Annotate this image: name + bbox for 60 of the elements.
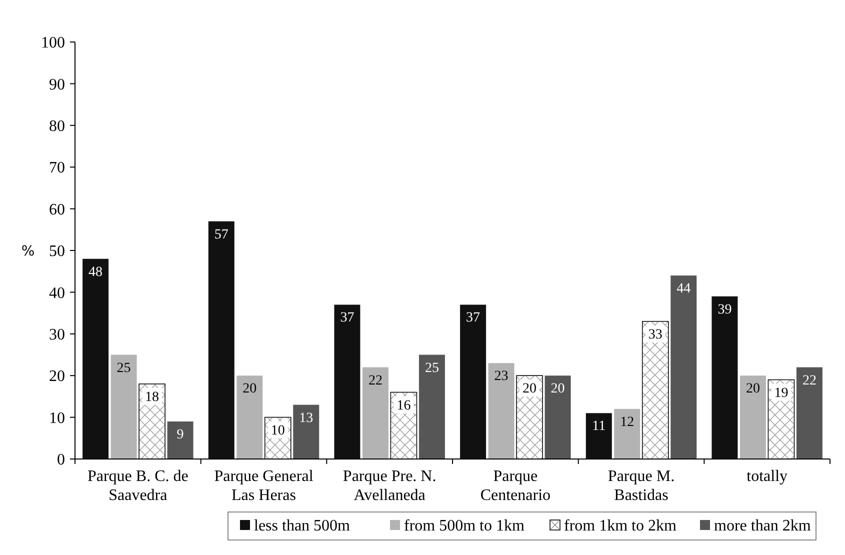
bar — [740, 376, 766, 459]
data-label: 48 — [88, 264, 103, 280]
bar — [334, 304, 360, 459]
data-label: 23 — [494, 369, 508, 384]
bar — [293, 404, 320, 459]
x-tick-label: Parque Pre. N. Avellaneda — [342, 468, 436, 504]
y-tick-label: 20 — [49, 368, 65, 386]
x-tick-label: Parque Centenario — [480, 468, 551, 504]
bar — [488, 363, 514, 459]
legend-label: from 1km to 2km — [564, 518, 677, 535]
data-label: 11 — [592, 419, 606, 434]
data-label: 37 — [466, 310, 480, 326]
y-tick-label: 100 — [41, 34, 65, 52]
legend-label: more than 2km — [714, 518, 812, 535]
data-label: 33 — [648, 327, 662, 342]
data-label: 44 — [676, 282, 691, 297]
y-tick-label: 0 — [57, 452, 65, 469]
data-label: 18 — [145, 390, 160, 405]
x-tick-label: totally — [746, 468, 788, 485]
data-label: 20 — [522, 382, 537, 397]
bar — [208, 221, 234, 459]
legend-label: from 500m to 1km — [404, 518, 525, 535]
data-label: 10 — [270, 423, 285, 438]
data-label: 37 — [340, 310, 354, 326]
legend-label: less than 500m — [254, 518, 351, 535]
data-label: 13 — [299, 410, 314, 426]
data-label: 12 — [620, 414, 634, 430]
data-label: 16 — [396, 398, 411, 414]
data-label: 22 — [368, 373, 382, 388]
bar — [82, 258, 109, 459]
bar — [110, 354, 137, 459]
bar — [586, 413, 612, 459]
y-tick-label: 60 — [49, 201, 65, 218]
y-tick-label: 80 — [49, 118, 65, 135]
y-tick-label: 40 — [49, 284, 65, 302]
data-label: 9 — [176, 427, 184, 442]
data-label: 19 — [774, 386, 788, 401]
x-tick-label: Parque General Las Heras — [214, 468, 314, 504]
bar — [167, 421, 194, 459]
y-tick-label: 50 — [49, 243, 65, 260]
data-label: 20 — [746, 382, 760, 397]
bar — [670, 276, 697, 459]
data-label: 57 — [214, 227, 228, 242]
y-tick-label: 30 — [49, 326, 65, 344]
y-tick-label: 70 — [49, 160, 65, 177]
bar — [362, 367, 388, 459]
data-label: 25 — [424, 360, 439, 376]
y-axis-title: % — [21, 243, 35, 260]
data-label: 20 — [242, 382, 257, 397]
bar — [544, 376, 571, 459]
data-label: 25 — [116, 360, 131, 376]
data-label: 22 — [802, 373, 816, 388]
x-tick-label: Parque M. Bastidas — [608, 468, 675, 504]
y-tick-label: 90 — [49, 76, 65, 94]
data-label: 39 — [718, 302, 732, 318]
x-tick-label: Parque B. C. de Saavedra — [87, 468, 188, 504]
data-label: 20 — [550, 382, 565, 397]
bar — [712, 296, 738, 459]
y-tick-label: 10 — [49, 410, 65, 427]
bar — [460, 304, 486, 459]
